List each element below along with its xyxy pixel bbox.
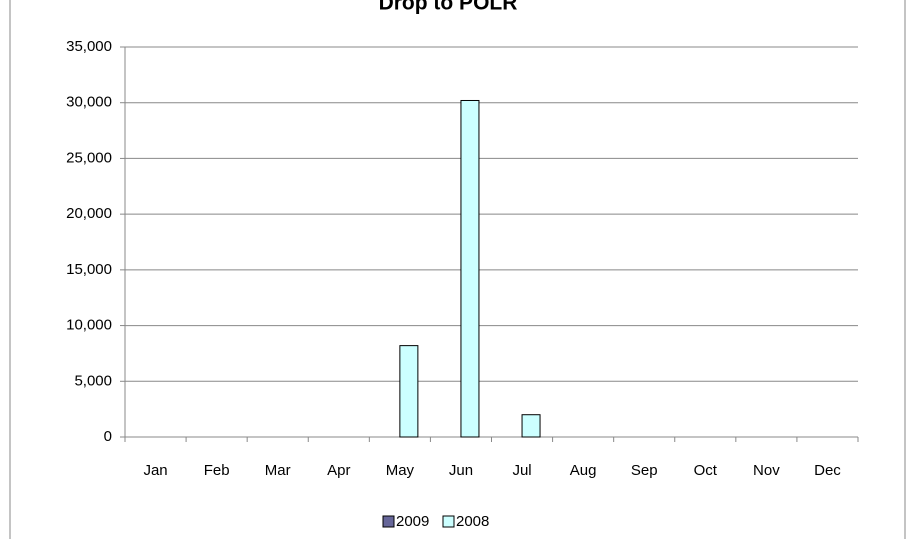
chart-title: Drop to POLR xyxy=(379,0,518,15)
y-tick-label: 5,000 xyxy=(74,372,112,389)
x-tick-label: May xyxy=(386,462,415,479)
bar xyxy=(460,99,480,438)
y-tick-label: 0 xyxy=(104,428,112,445)
y-tick-label: 35,000 xyxy=(66,38,112,55)
x-tick-label: Nov xyxy=(753,462,780,479)
y-tick-label: 10,000 xyxy=(66,317,112,334)
legend-swatch xyxy=(442,515,455,528)
x-tick-label: Sep xyxy=(631,462,658,479)
x-tick-label: Jan xyxy=(143,462,167,479)
x-tick-label: Apr xyxy=(327,462,350,479)
bar xyxy=(521,414,541,438)
x-tick-label: Dec xyxy=(814,462,841,479)
x-tick-label: Jun xyxy=(449,462,473,479)
x-tick-label: Feb xyxy=(204,462,230,479)
x-tick-label: Oct xyxy=(694,462,718,479)
x-tick-label: Jul xyxy=(512,462,531,479)
x-tick-label: Mar xyxy=(265,462,291,479)
legend-swatch xyxy=(382,515,395,528)
legend-label: 2009 xyxy=(396,513,429,530)
y-tick-label: 25,000 xyxy=(66,149,112,166)
x-tick-label: Aug xyxy=(570,462,597,479)
y-tick-label: 20,000 xyxy=(66,205,112,222)
legend-label: 2008 xyxy=(456,513,489,530)
bar xyxy=(399,345,419,438)
y-tick-label: 30,000 xyxy=(66,94,112,111)
y-tick-label: 15,000 xyxy=(66,261,112,278)
chart-border xyxy=(9,0,906,539)
